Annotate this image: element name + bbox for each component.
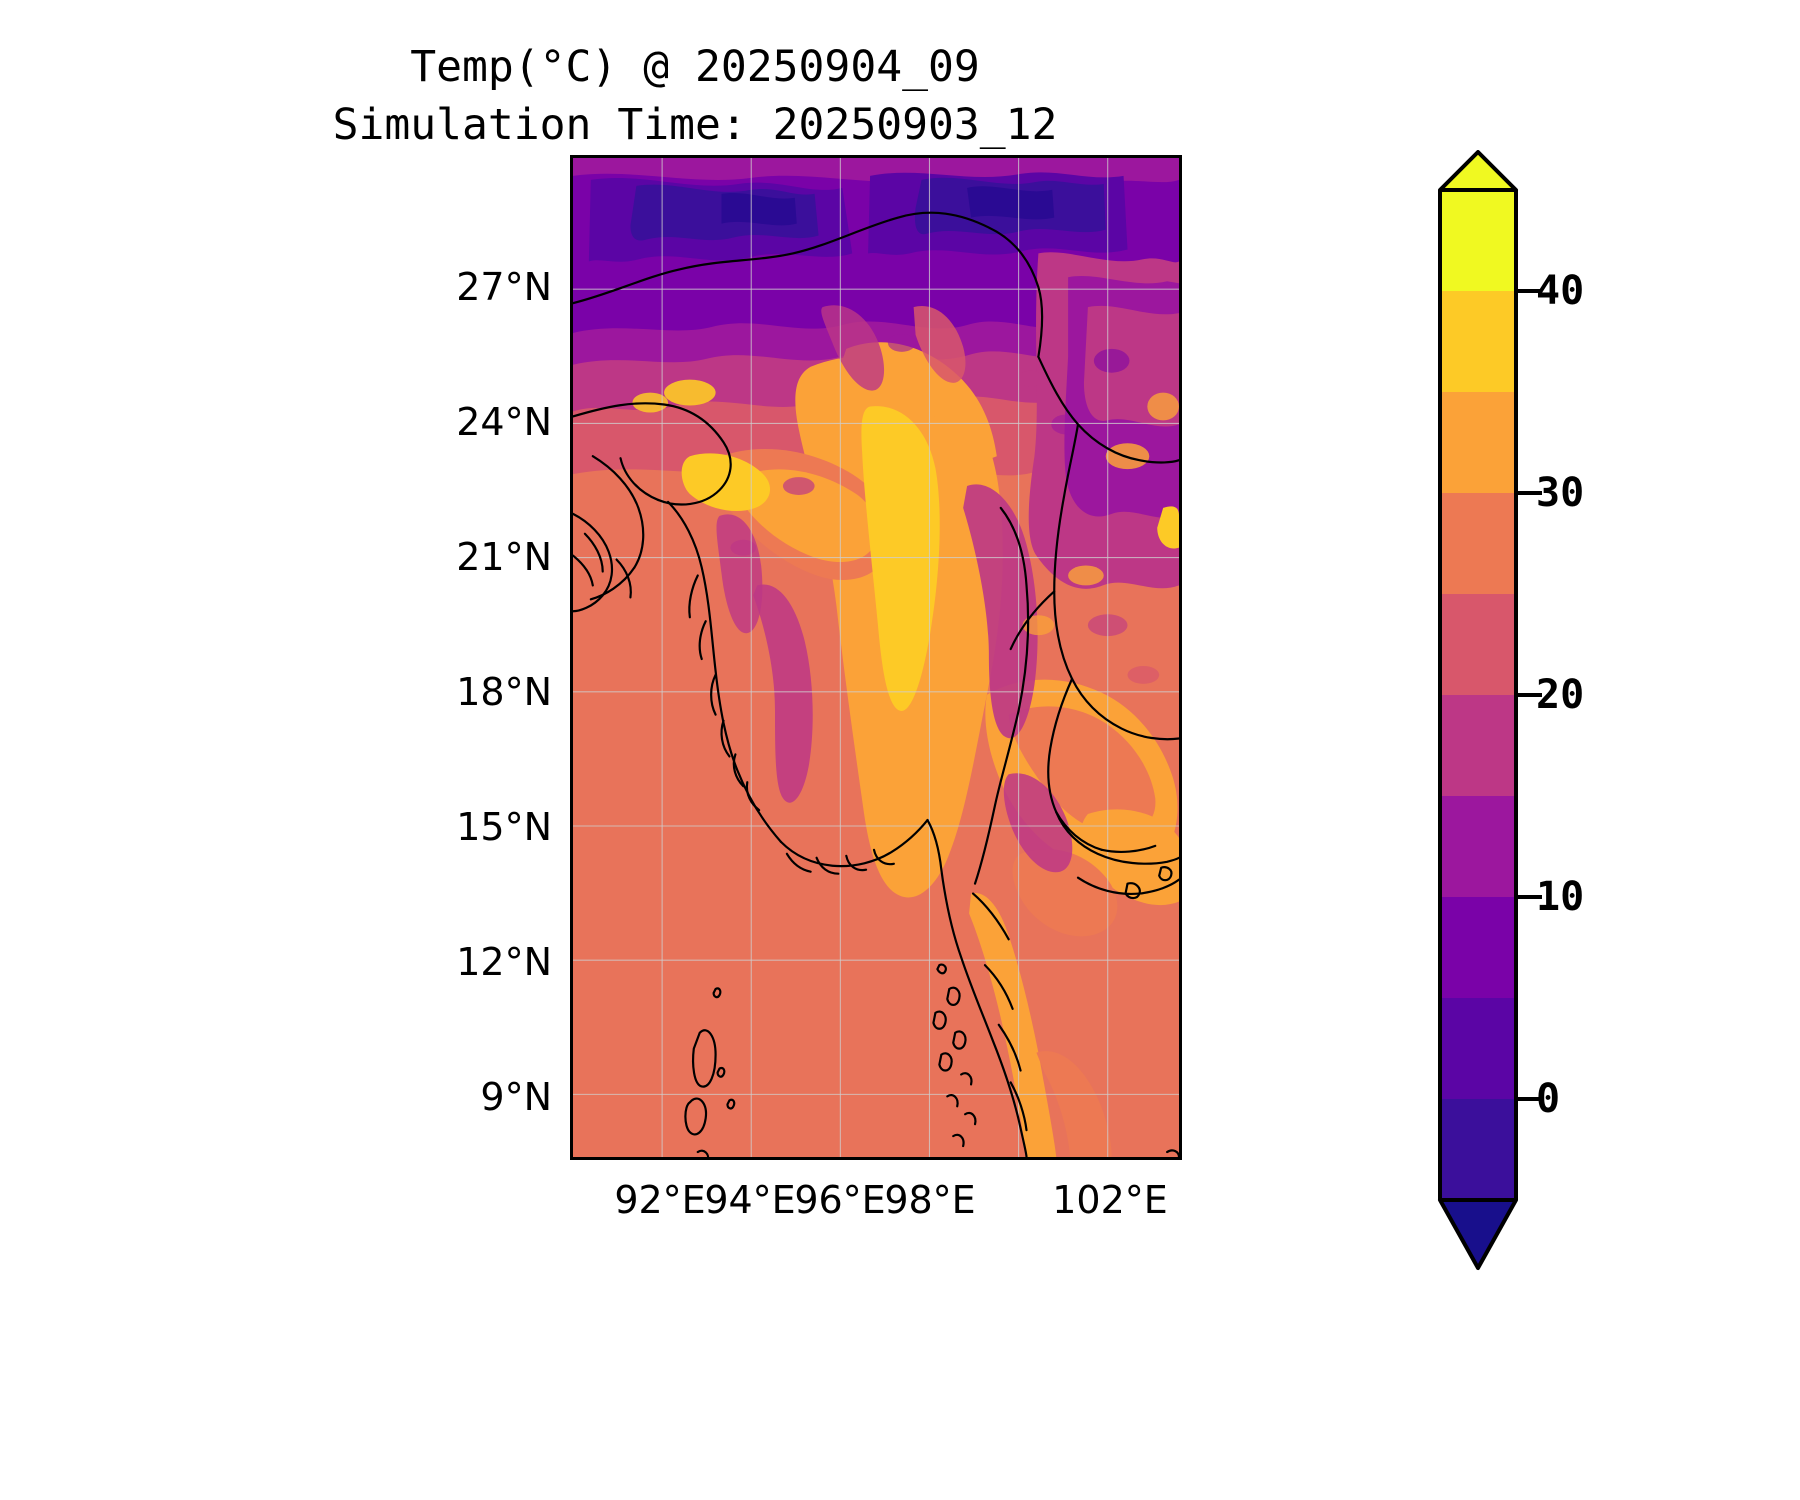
coastlines-and-borders	[573, 211, 1179, 1157]
colorbar[interactable]: 40 30 20 10 0	[1418, 150, 1738, 1310]
map-gridlines	[573, 158, 1179, 1157]
xtick-96e: 96°E	[794, 1178, 886, 1222]
title-line-variable: Temp(°C) @ 20250904_09	[410, 42, 980, 92]
longitude-tick-labels: 92°E 94°E 96°E 98°E 102°E	[570, 1178, 1182, 1238]
map-plot-area	[573, 158, 1179, 1157]
ytick-27n: 27°N	[456, 265, 552, 309]
cbar-tick-0: 0	[1536, 1076, 1561, 1122]
cbar-tick-20: 20	[1536, 672, 1585, 718]
figure-title: Temp(°C) @ 20250904_09 Simulation Time: …	[0, 38, 1390, 154]
xtick-98e: 98°E	[884, 1178, 976, 1222]
ytick-12n: 12°N	[456, 940, 552, 984]
ytick-21n: 21°N	[456, 535, 552, 579]
xtick-92e: 92°E	[614, 1178, 706, 1222]
ytick-18n: 18°N	[456, 670, 552, 714]
cbar-tick-40: 40	[1536, 268, 1585, 314]
latitude-tick-labels: 27°N 24°N 21°N 18°N 15°N 12°N 9°N	[300, 155, 552, 1160]
xtick-102e: 102°E	[1052, 1178, 1168, 1222]
cbar-tick-30: 30	[1536, 470, 1585, 516]
xtick-94e: 94°E	[704, 1178, 796, 1222]
ytick-15n: 15°N	[456, 805, 552, 849]
map-axes[interactable]	[570, 155, 1182, 1160]
temperature-contour-field	[573, 158, 1179, 1157]
cbar-tick-10: 10	[1536, 874, 1585, 920]
ytick-24n: 24°N	[456, 400, 552, 444]
title-line-simulation-time: Simulation Time: 20250903_12	[332, 100, 1058, 150]
colorbar-gradient	[1438, 150, 1542, 1270]
ytick-9n: 9°N	[480, 1075, 552, 1119]
